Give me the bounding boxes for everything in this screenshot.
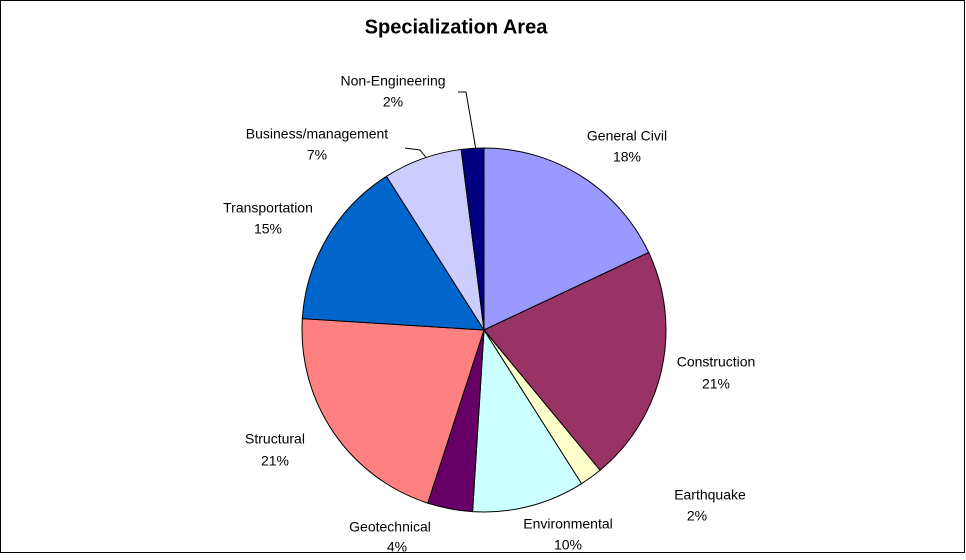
pie-slice xyxy=(483,147,650,331)
pie-slice xyxy=(483,251,667,471)
slice-label: Transportation xyxy=(223,200,313,216)
slice-value-label: 18% xyxy=(613,149,641,165)
slice-label: General Civil xyxy=(587,128,667,144)
slice-value-label: 2% xyxy=(383,94,403,110)
slice-value-label: 21% xyxy=(261,453,289,469)
leader-line xyxy=(404,147,429,161)
slice-value-label: 15% xyxy=(254,221,282,237)
slice-label: Earthquake xyxy=(674,487,746,503)
slice-label: Construction xyxy=(677,354,756,370)
pie-slice xyxy=(472,328,583,513)
pie-slice xyxy=(460,147,485,331)
slice-value-label: 2% xyxy=(687,508,707,524)
slice-label: Structural xyxy=(245,431,305,447)
slice-value-label: 7% xyxy=(307,147,327,163)
slice-label: Geotechnical xyxy=(349,519,431,535)
slice-value-label: 4% xyxy=(387,539,407,555)
pie-slice xyxy=(301,318,485,504)
leader-lines xyxy=(404,91,477,161)
slice-label: Non-Engineering xyxy=(340,73,445,89)
slice-value-label: 10% xyxy=(554,537,582,553)
chart-title: Specialization Area xyxy=(365,16,549,38)
pie-slice xyxy=(301,175,485,331)
slice-label: Business/management xyxy=(246,126,389,142)
slice-label: Environmental xyxy=(523,516,613,532)
leader-line xyxy=(458,91,477,151)
slice-value-label: 21% xyxy=(702,376,730,392)
